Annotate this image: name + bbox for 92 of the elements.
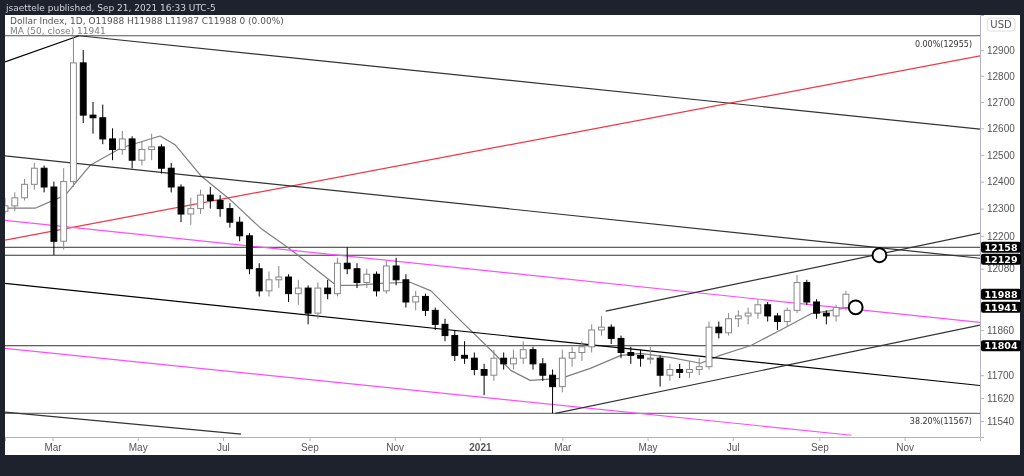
text: jsaettele published, Sep 21, 2021 16:33 UTC-5 bbox=[5, 2, 216, 13]
candlestick bbox=[754, 298, 762, 320]
candlestick bbox=[363, 268, 371, 289]
ref-line-label: 38.20%(11567) bbox=[909, 417, 972, 427]
candlestick bbox=[470, 352, 478, 376]
candlestick bbox=[89, 101, 97, 135]
candlestick bbox=[392, 257, 400, 286]
candlestick bbox=[294, 279, 302, 306]
x-tick-label: Sep bbox=[301, 442, 320, 454]
candlestick bbox=[197, 189, 204, 215]
candlestick bbox=[187, 197, 195, 226]
candlestick bbox=[40, 165, 48, 193]
candlestick bbox=[666, 363, 674, 382]
candlestick bbox=[21, 178, 28, 201]
y-tick-label: 12400 bbox=[987, 176, 1016, 188]
candlestick bbox=[568, 346, 576, 368]
candlestick bbox=[158, 143, 165, 175]
y-tick-label: 12500 bbox=[987, 149, 1016, 161]
x-tick-label: Jul bbox=[726, 442, 740, 454]
candlestick bbox=[598, 315, 605, 337]
y-tick-label: 12080 bbox=[987, 263, 1016, 275]
x-tick-label: Mar bbox=[554, 442, 573, 454]
candlestick bbox=[744, 307, 752, 325]
candlestick bbox=[128, 135, 136, 169]
candlestick bbox=[373, 270, 380, 297]
chart-title: Dollar Index, 1D, O11988 H11988 L11987 C11988 0 (0.00%) bbox=[10, 16, 284, 26]
y-axis-title: USD bbox=[990, 19, 1012, 30]
x-tick-label: May bbox=[128, 442, 148, 454]
candlestick bbox=[275, 265, 283, 289]
ref-line-label: 12158 bbox=[984, 241, 1018, 253]
candlestick bbox=[539, 357, 547, 382]
y-tick-label: 12200 bbox=[987, 230, 1016, 242]
candlestick bbox=[725, 312, 732, 337]
candlestick bbox=[549, 369, 556, 414]
candlestick bbox=[510, 349, 517, 371]
x-tick-label: Jul bbox=[217, 442, 230, 454]
candlestick bbox=[236, 216, 244, 242]
candlestick bbox=[206, 186, 214, 210]
candlestick bbox=[519, 340, 527, 365]
y-tick-label: 12700 bbox=[987, 96, 1016, 108]
ref-line-label: 0.00%(12955) bbox=[914, 39, 972, 49]
y-tick-label: 12300 bbox=[987, 203, 1016, 215]
candlestick bbox=[764, 301, 772, 323]
y-tick-label: 12900 bbox=[987, 44, 1016, 56]
x-tick-label: May bbox=[638, 442, 658, 454]
candlestick bbox=[216, 194, 224, 218]
candlestick bbox=[588, 323, 596, 354]
y-tick-label: 12600 bbox=[987, 123, 1016, 135]
y-tick-label: 11700 bbox=[987, 369, 1015, 381]
candlestick bbox=[109, 127, 116, 161]
ref-line-label: 12129 bbox=[984, 253, 1018, 265]
y-tick-label: 12800 bbox=[987, 70, 1016, 82]
candlestick bbox=[226, 202, 234, 229]
x-tick-label: Nov bbox=[896, 442, 914, 454]
candlestick bbox=[783, 307, 791, 328]
candlestick bbox=[30, 162, 38, 191]
candlestick bbox=[285, 273, 292, 303]
y-tick-label: 11860 bbox=[987, 324, 1015, 336]
candlestick bbox=[803, 279, 811, 306]
x-tick-label: Sep bbox=[810, 442, 830, 454]
x-tick-label: 2021 bbox=[469, 442, 492, 454]
candlestick bbox=[11, 191, 19, 212]
candlestick bbox=[441, 318, 449, 342]
candlestick bbox=[402, 273, 410, 309]
candlestick bbox=[265, 270, 273, 297]
ref-line-label: 11804 bbox=[984, 340, 1018, 352]
candlestick bbox=[480, 363, 488, 396]
candlestick bbox=[255, 262, 263, 297]
candlestick bbox=[324, 279, 332, 300]
text: MA (50, close) 11941 bbox=[10, 26, 106, 36]
candlestick bbox=[422, 293, 429, 317]
x-tick-label: Nov bbox=[386, 442, 405, 454]
candlestick bbox=[431, 307, 439, 331]
candlestick bbox=[343, 246, 351, 275]
candlestick bbox=[167, 162, 175, 193]
candlestick bbox=[412, 290, 420, 311]
x-tick-label: Mar bbox=[44, 442, 63, 454]
candlestick bbox=[461, 340, 468, 365]
candlestick bbox=[617, 335, 625, 359]
candlestick bbox=[529, 346, 537, 371]
candlestick bbox=[578, 340, 586, 362]
text: 11988 bbox=[984, 288, 1018, 300]
y-tick-label: 11540 bbox=[987, 415, 1015, 427]
candlestick bbox=[607, 323, 615, 345]
candlestick bbox=[99, 104, 107, 145]
candlestick bbox=[813, 298, 820, 320]
y-tick-label: 11620 bbox=[987, 392, 1015, 404]
candlestick bbox=[451, 329, 459, 362]
text: 11941 bbox=[984, 301, 1018, 313]
candlestick bbox=[138, 141, 146, 167]
candlestick bbox=[353, 262, 361, 289]
candlestick bbox=[656, 354, 664, 388]
